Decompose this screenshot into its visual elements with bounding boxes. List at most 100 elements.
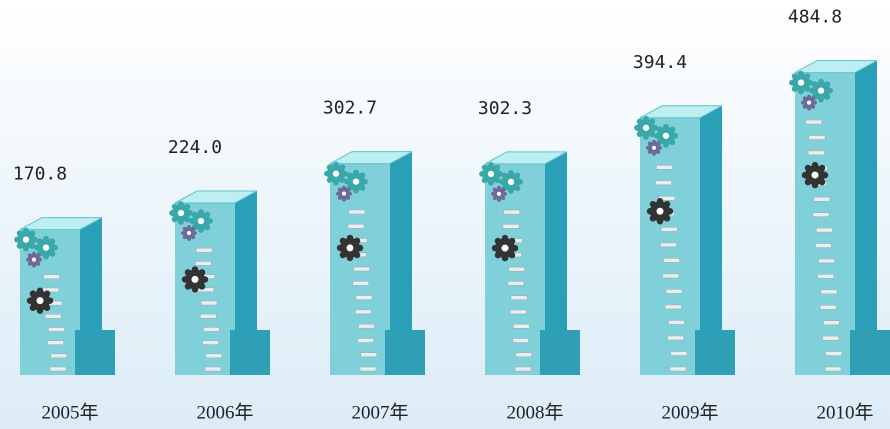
stair xyxy=(195,247,213,253)
stair xyxy=(805,119,823,125)
tower-top xyxy=(174,190,258,204)
stair xyxy=(503,209,521,215)
value-label: 394.4 xyxy=(633,52,687,73)
stair xyxy=(359,366,377,372)
stair xyxy=(202,340,219,345)
stair xyxy=(825,351,843,356)
stair xyxy=(205,353,223,359)
stair xyxy=(353,266,370,272)
gear-hole xyxy=(817,87,825,94)
gear-hole xyxy=(487,170,495,178)
gear-hole xyxy=(346,244,354,252)
stair xyxy=(502,224,520,229)
gear-hole xyxy=(36,297,44,305)
stair xyxy=(820,289,838,295)
lower-block xyxy=(695,330,735,375)
gear-hole xyxy=(501,244,509,252)
stair xyxy=(818,258,835,264)
tower xyxy=(169,190,270,375)
tower-side xyxy=(390,151,412,375)
gear-hole xyxy=(811,171,819,179)
gear-hole xyxy=(186,230,192,236)
stair xyxy=(352,281,370,286)
stair xyxy=(195,261,212,266)
gear-hole xyxy=(656,207,664,215)
stair xyxy=(513,323,530,329)
stair xyxy=(507,281,525,286)
stair xyxy=(508,266,525,272)
stair xyxy=(668,320,685,325)
stair xyxy=(815,227,833,233)
tower-front xyxy=(795,72,855,375)
stair xyxy=(815,243,832,248)
stair xyxy=(200,300,218,306)
gear-hole xyxy=(662,132,670,139)
lower-block xyxy=(850,330,890,375)
x-tick-label: 2007年 xyxy=(351,401,408,423)
stair xyxy=(354,309,372,315)
gear-hole xyxy=(496,191,502,196)
stair xyxy=(669,366,687,372)
stair xyxy=(512,338,529,343)
gear-hole xyxy=(806,100,812,105)
gear-hole xyxy=(797,79,805,86)
x-tick-label: 2010年 xyxy=(816,401,873,423)
x-tick-label: 2005年 xyxy=(41,401,98,423)
tower xyxy=(479,151,580,375)
stair xyxy=(660,227,678,232)
stair xyxy=(663,258,680,263)
stair xyxy=(824,366,842,372)
tower-side xyxy=(545,151,567,375)
tower-top xyxy=(639,105,723,119)
stair xyxy=(44,314,62,319)
stair xyxy=(670,351,688,356)
x-tick-label: 2009年 xyxy=(661,401,718,423)
stair xyxy=(823,320,840,325)
gear-hole xyxy=(197,217,205,225)
gear-hole xyxy=(177,209,185,217)
tower xyxy=(789,60,890,375)
stair xyxy=(813,196,831,202)
stair xyxy=(660,242,677,248)
stair xyxy=(199,313,217,319)
stair xyxy=(357,338,374,343)
stair xyxy=(203,327,220,332)
stair xyxy=(348,209,366,215)
tower-side xyxy=(700,105,722,376)
gear-hole xyxy=(341,191,347,196)
stair xyxy=(656,165,673,170)
stair xyxy=(664,304,682,310)
value-label: 302.7 xyxy=(323,98,377,119)
stair xyxy=(808,135,826,140)
lower-block xyxy=(75,330,115,375)
value-label: 170.8 xyxy=(13,164,67,185)
x-tick-label: 2008年 xyxy=(506,401,563,423)
lower-block xyxy=(230,330,270,375)
value-label: 484.8 xyxy=(788,7,842,28)
stair xyxy=(807,150,825,156)
tower-side xyxy=(855,60,877,375)
stair xyxy=(50,353,68,359)
stair xyxy=(48,327,65,332)
stair xyxy=(662,273,680,279)
gear-hole xyxy=(31,257,37,262)
lower-block xyxy=(385,330,425,375)
tower xyxy=(14,217,115,375)
gear-hole xyxy=(642,124,650,131)
lower-block xyxy=(540,330,580,375)
tower-top xyxy=(484,151,568,165)
stair xyxy=(819,305,837,310)
stair xyxy=(347,223,365,229)
gear-hole xyxy=(507,178,515,186)
gear-hole xyxy=(22,236,30,243)
tower-top xyxy=(794,60,878,74)
value-label: 302.3 xyxy=(478,98,532,119)
tower-side xyxy=(235,191,257,375)
gear-hole xyxy=(651,145,657,150)
stair xyxy=(47,340,64,345)
tower xyxy=(324,151,425,375)
stair xyxy=(812,212,830,217)
stair xyxy=(817,274,835,279)
stair xyxy=(665,289,683,294)
